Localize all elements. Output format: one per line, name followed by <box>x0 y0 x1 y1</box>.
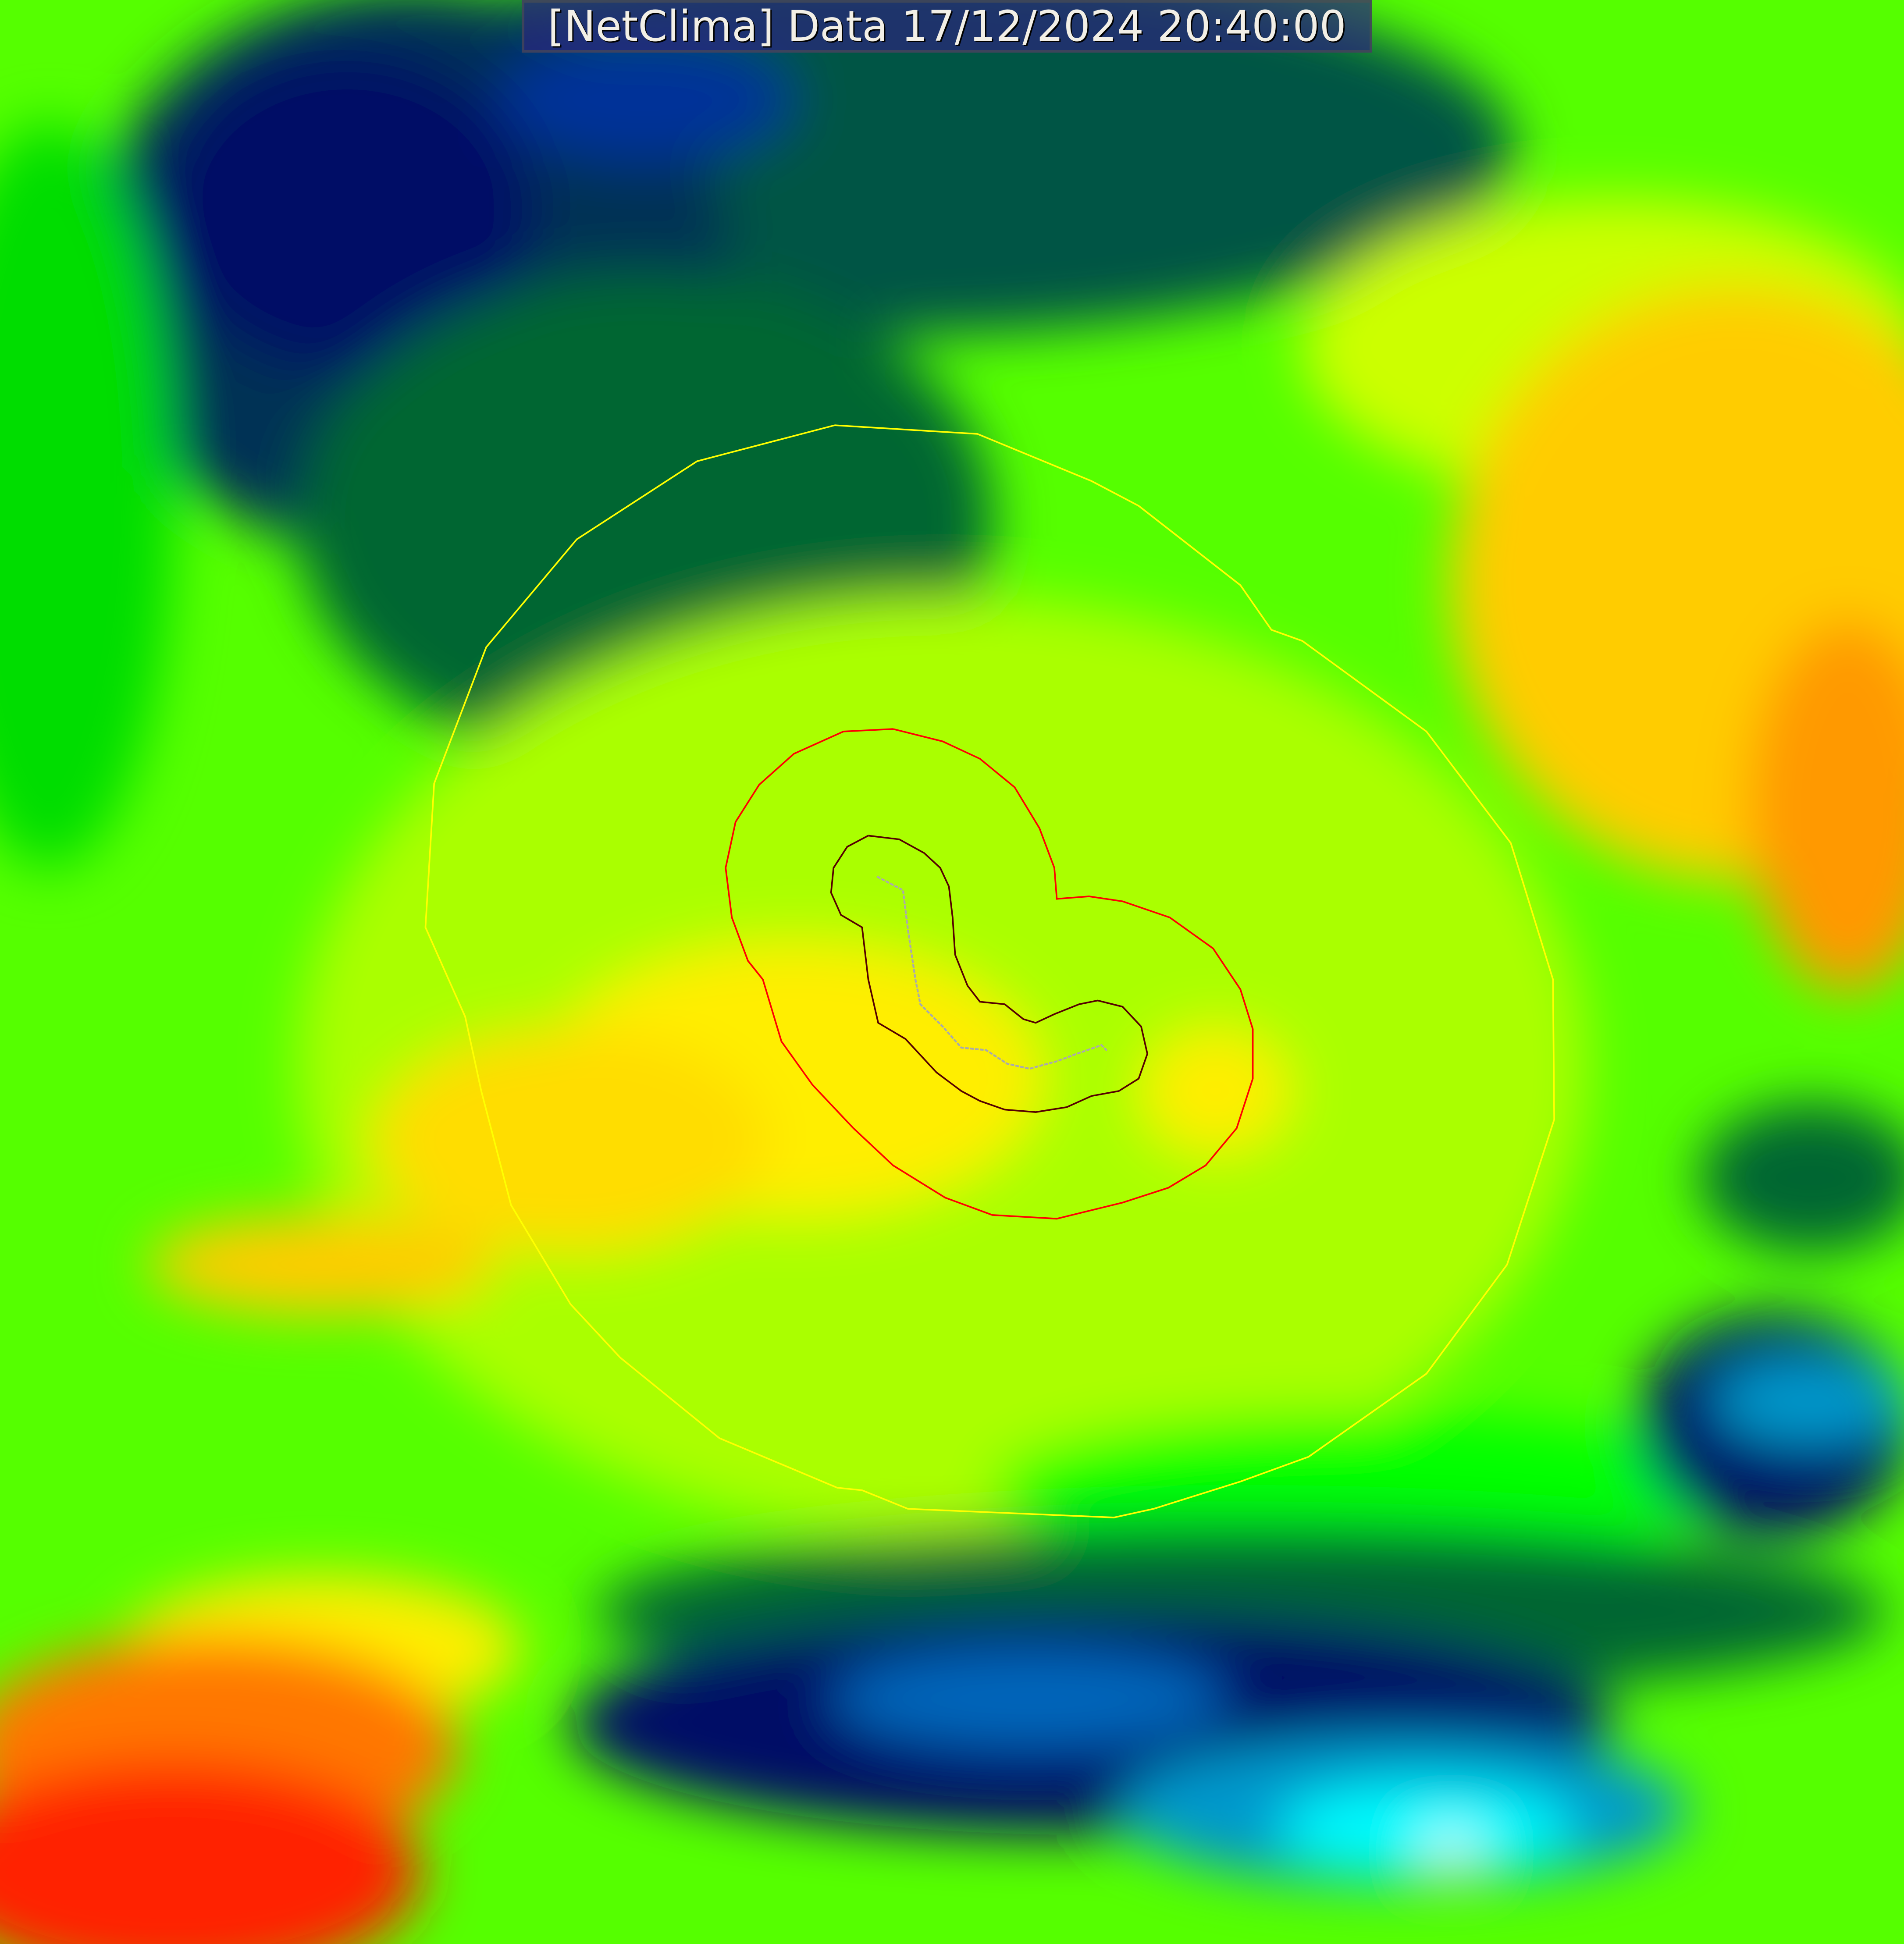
intensity-region <box>161 50 534 372</box>
intensity-region <box>496 37 794 161</box>
intensity-region <box>1712 1358 1904 1445</box>
intensity-region <box>0 1760 422 1944</box>
intensity-region <box>1699 1103 1904 1252</box>
intensity-region <box>1278 1785 1576 1872</box>
contour-inner <box>830 835 1149 1113</box>
intensity-region <box>992 1413 1737 1562</box>
intensity-region <box>372 1029 769 1252</box>
intensity-region <box>1141 1029 1290 1153</box>
storm-track <box>876 875 1109 1070</box>
intensity-region <box>1749 620 1904 992</box>
intensity-region <box>0 124 174 868</box>
intensity-region <box>1426 1836 1476 1866</box>
intensity-region <box>149 1215 496 1315</box>
intensity-region <box>831 1649 1228 1749</box>
contour-outer <box>424 424 1555 1518</box>
contour-middle <box>725 728 1254 1220</box>
map-title: [NetClima] Data 17/12/2024 20:40:00 <box>522 0 1372 53</box>
